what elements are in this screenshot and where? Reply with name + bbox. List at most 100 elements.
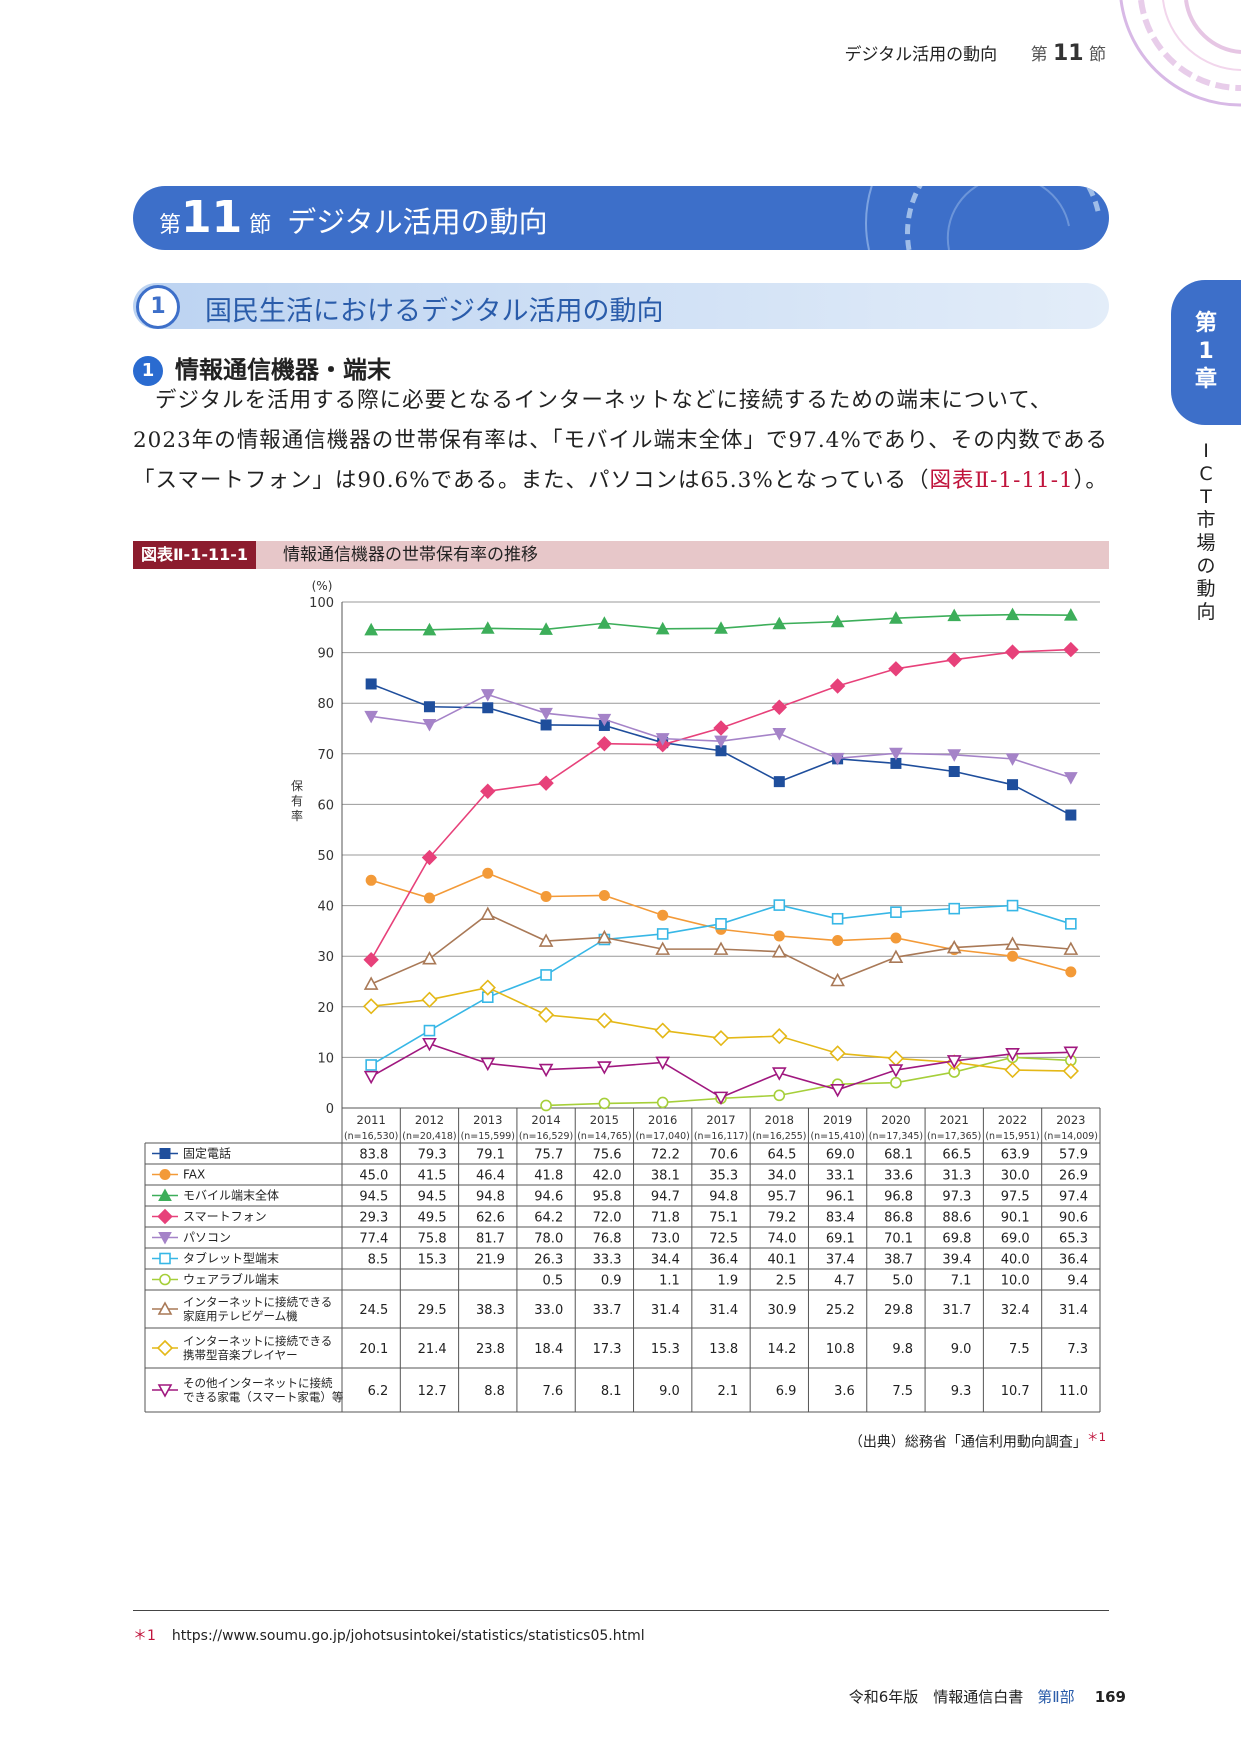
data-point [830,972,845,987]
data-point [540,969,552,981]
x-sample-size: (n=17,345) [869,1131,923,1142]
x-sample-size: (n=15,410) [810,1131,864,1142]
table-cell-value: 10.7 [1001,1384,1030,1399]
table-cell-value: 3.6 [834,1384,855,1399]
table-cell-value: 24.5 [359,1303,388,1318]
data-point [771,699,788,715]
data-point [538,1063,554,1078]
x-tick-label: 2013 [473,1113,502,1127]
table-cell-value: 17.3 [593,1342,622,1357]
data-point [1007,779,1019,791]
data-point [363,976,379,990]
table-cell-value: 57.9 [1059,1148,1088,1163]
table-cell-value: 75.7 [534,1148,563,1163]
legend-label: インターネットに接続できる [183,1295,332,1309]
table-cell-value: 2.1 [717,1384,738,1399]
data-point [889,611,903,624]
table-cell-value: 65.3 [1059,1232,1088,1247]
table-cell-value: 34.4 [651,1253,680,1268]
table-cell-value: 78.0 [534,1232,563,1247]
table-cell-value: 9.8 [892,1342,913,1357]
data-point [713,720,729,736]
header-title: デジタル活用の動向 [844,45,998,65]
data-point [422,622,437,636]
figure-reference-link[interactable]: 図表Ⅱ-1-11-1 [929,468,1074,493]
legend-marker [159,1169,171,1180]
x-sample-size: (n=20,418) [402,1131,456,1142]
table-cell-value: 68.1 [884,1148,913,1163]
table-cell-value: 41.8 [534,1169,563,1184]
table-cell-value: 71.8 [651,1211,680,1226]
data-point [480,621,495,634]
book-title: 令和6年版 情報通信白書 [848,1688,1024,1706]
y-tick-label: 50 [317,849,334,864]
table-cell-value: 6.9 [776,1384,797,1399]
table-cell-value: 81.7 [476,1232,505,1247]
table-cell-value: 29.3 [359,1211,388,1226]
data-point [832,935,844,947]
data-point [1063,1046,1079,1061]
x-sample-size: (n=16,117) [694,1131,748,1142]
data-point [948,766,960,778]
table-cell-value: 72.2 [651,1148,680,1163]
source-note: （出典）総務省「通信利用動向調査」＊1 [848,1430,1106,1451]
x-tick-label: 2011 [357,1113,386,1127]
table-cell-value: 94.7 [651,1190,680,1205]
legend-label: タブレット型端末 [183,1251,279,1266]
table-cell-value: 0.5 [543,1274,564,1289]
data-point [656,1096,669,1109]
data-point [655,1056,671,1071]
table-cell-value: 88.6 [942,1211,971,1226]
table-cell-value: 34.0 [768,1169,797,1184]
table-cell-value: 8.8 [484,1384,505,1399]
table-cell-value: 69.8 [942,1232,971,1247]
table-cell-value: 76.8 [593,1232,622,1247]
data-point [713,1091,729,1106]
topic-title: 情報通信機器・端末 [175,356,391,384]
table-cell-value: 94.8 [476,1190,505,1205]
data-point [948,902,961,915]
data-point [537,1006,555,1024]
data-point [947,608,962,622]
footnote-url[interactable]: https://www.soumu.go.jp/johotsusintokei/… [171,1628,645,1644]
data-point [773,930,785,942]
table-cell-value: 49.5 [418,1211,447,1226]
x-tick-label: 2023 [1056,1113,1085,1127]
data-point [365,874,377,886]
table-cell-value: 75.6 [593,1148,622,1163]
table-cell-value: 7.3 [1067,1342,1088,1357]
table-cell-value: 30.0 [1001,1169,1030,1184]
data-point [712,1030,730,1047]
table-cell-value: 70.6 [709,1148,738,1163]
banner-decoration [865,186,1109,250]
data-point [1005,1048,1020,1062]
table-cell-value: 36.4 [709,1253,738,1268]
x-sample-size: (n=16,530) [344,1131,398,1142]
table-cell-value: 96.1 [826,1190,855,1205]
data-point [714,621,728,634]
data-point [598,889,610,901]
y-tick-label: 100 [309,596,334,611]
data-point [421,991,438,1008]
data-point [887,1050,905,1067]
x-sample-size: (n=17,040) [636,1131,690,1142]
data-point [773,1089,786,1102]
data-point [771,1028,788,1045]
table-cell-value: 75.8 [418,1232,447,1247]
topic-number: 1 [133,356,163,386]
table-cell-value: 6.2 [368,1384,389,1399]
x-tick-label: 2019 [823,1113,852,1127]
x-tick-label: 2015 [590,1113,619,1127]
data-point [1004,1061,1021,1079]
data-point [540,719,552,731]
series-line [370,1042,1071,1099]
table-cell-value: 94.8 [709,1190,738,1205]
y-axis-label: 保 [291,779,303,793]
data-point [1065,918,1077,930]
body-paragraph: デジタルを活用する際に必要となるインターネットなどに接続するための端末について、… [133,388,1108,493]
legend-label: モバイル端末全体 [183,1188,279,1203]
y-tick-label: 10 [317,1051,334,1066]
table-cell-value: 13.8 [709,1342,738,1357]
data-point [713,941,729,955]
